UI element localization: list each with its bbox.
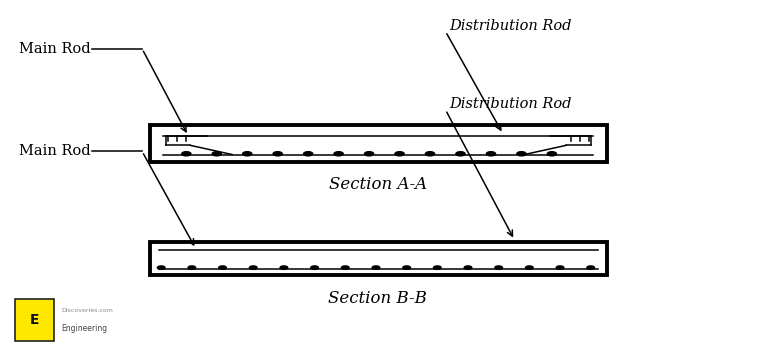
Circle shape bbox=[587, 266, 594, 269]
Text: Main Rod: Main Rod bbox=[19, 144, 91, 158]
Circle shape bbox=[486, 152, 495, 156]
Bar bbox=[15, 299, 54, 341]
Text: Main Rod: Main Rod bbox=[19, 42, 91, 56]
Circle shape bbox=[433, 266, 441, 269]
Circle shape bbox=[280, 266, 288, 269]
Circle shape bbox=[342, 266, 349, 269]
Text: Section B-B: Section B-B bbox=[329, 290, 427, 307]
Circle shape bbox=[273, 152, 283, 156]
Circle shape bbox=[219, 266, 227, 269]
Circle shape bbox=[556, 266, 564, 269]
Circle shape bbox=[182, 152, 191, 156]
Text: Discoveries.com: Discoveries.com bbox=[61, 308, 114, 314]
Circle shape bbox=[525, 266, 533, 269]
Circle shape bbox=[188, 266, 196, 269]
Circle shape bbox=[517, 152, 526, 156]
Circle shape bbox=[250, 266, 257, 269]
Text: Distribution Rod: Distribution Rod bbox=[449, 19, 572, 33]
Circle shape bbox=[212, 152, 221, 156]
Circle shape bbox=[425, 152, 435, 156]
Text: Engineering: Engineering bbox=[61, 324, 108, 333]
Text: Distribution Rod: Distribution Rod bbox=[449, 97, 572, 111]
Circle shape bbox=[495, 266, 502, 269]
Circle shape bbox=[243, 152, 252, 156]
Circle shape bbox=[311, 266, 319, 269]
Circle shape bbox=[548, 152, 557, 156]
Circle shape bbox=[372, 266, 380, 269]
Circle shape bbox=[395, 152, 404, 156]
Text: E: E bbox=[30, 313, 39, 327]
Circle shape bbox=[303, 152, 313, 156]
Circle shape bbox=[456, 152, 465, 156]
Circle shape bbox=[365, 152, 374, 156]
Circle shape bbox=[464, 266, 472, 269]
Text: Section A-A: Section A-A bbox=[329, 176, 427, 193]
Circle shape bbox=[334, 152, 343, 156]
Bar bbox=[150, 125, 607, 162]
Bar bbox=[150, 242, 607, 275]
Circle shape bbox=[157, 266, 165, 269]
Circle shape bbox=[402, 266, 410, 269]
